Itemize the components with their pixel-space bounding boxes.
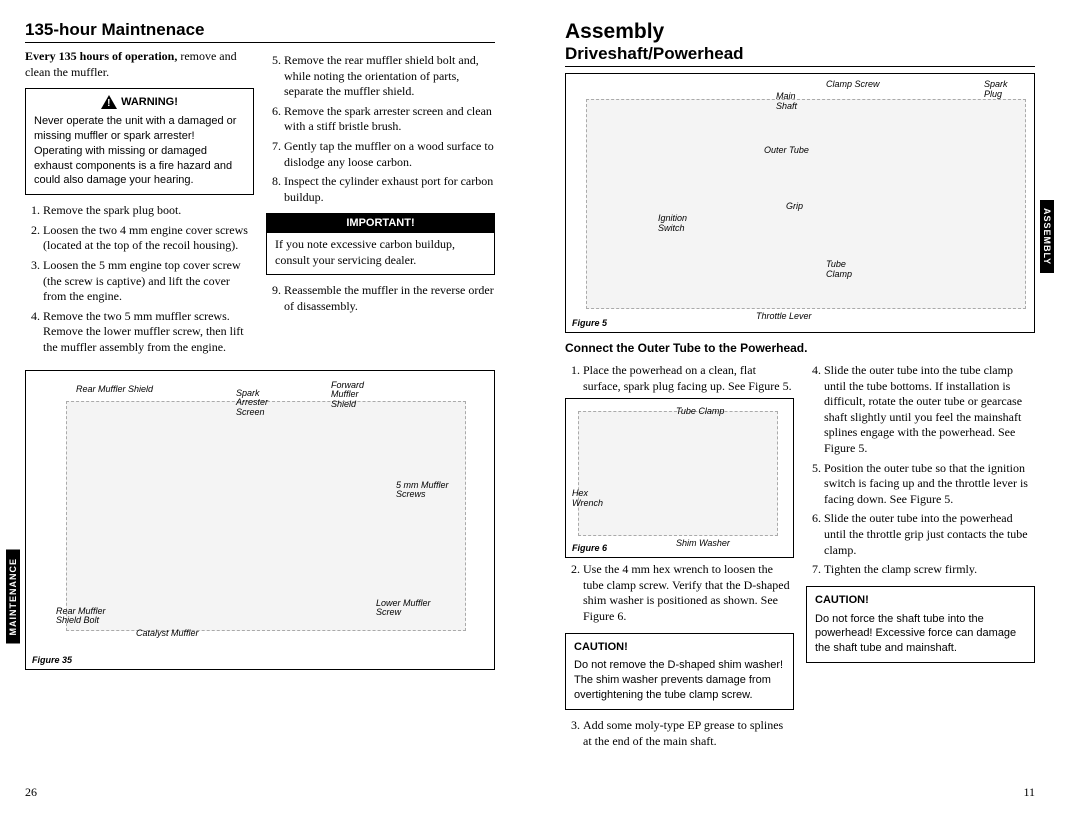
page-num-right: 11 <box>1023 785 1035 800</box>
step-c1: Reassemble the muffler in the reverse or… <box>284 283 495 314</box>
left-col-a: Every 135 hours of operation, remove and… <box>25 49 254 360</box>
fig35-caption: Figure 35 <box>32 655 72 665</box>
caution-right-body: Do not force the shaft tube into the pow… <box>815 612 1026 657</box>
step-a2: Loosen the two 4 mm engine cover screws … <box>43 223 254 254</box>
cstep-r7: Tighten the clamp screw firmly. <box>824 562 1035 578</box>
step-b4: Inspect the cylinder exhaust port for ca… <box>284 174 495 205</box>
intro-bold: Every 135 hours of operation, <box>25 49 177 63</box>
lbl-spark-plug: Spark Plug <box>984 80 1024 100</box>
warning-body: Never operate the unit with a damaged or… <box>34 114 245 188</box>
important-head: IMPORTANT! <box>267 214 494 233</box>
warning-icon <box>101 95 117 109</box>
connect-steps-l2: Use the 4 mm hex wrench to loosen the tu… <box>565 562 794 624</box>
connect-heading: Connect the Outer Tube to the Powerhead. <box>565 341 1035 355</box>
step-b1: Remove the rear muffler shield bolt and,… <box>284 53 495 100</box>
warning-head-text: WARNING! <box>121 96 178 108</box>
step-a1: Remove the spark plug boot. <box>43 203 254 219</box>
lbl-throttle: Throttle Lever <box>756 312 812 322</box>
lbl-catalyst: Catalyst Muffler <box>136 629 199 639</box>
lbl-outer-tube: Outer Tube <box>764 146 809 156</box>
lbl-lower-screw: Lower Muffler Screw <box>376 599 446 619</box>
lbl-spark-screen: Spark Arrester Screen <box>236 389 286 419</box>
caution-right: CAUTION! Do not force the shaft tube int… <box>806 586 1035 663</box>
connect-steps-l1: Place the powerhead on a clean, flat sur… <box>565 363 794 394</box>
lbl-clamp-screw: Clamp Screw <box>826 80 880 90</box>
cstep-l2: Use the 4 mm hex wrench to loosen the tu… <box>583 562 794 624</box>
cstep-l3: Add some moly-type EP grease to splines … <box>583 718 794 749</box>
lbl6-tube-clamp: Tube Clamp <box>676 407 724 417</box>
lbl-tube-clamp: Tube Clamp <box>826 260 866 280</box>
tab-maintenance: MAINTENANCE <box>6 550 20 644</box>
page-num-left: 26 <box>25 785 37 800</box>
lbl6-hex: Hex Wrench <box>572 489 617 509</box>
important-body: If you note excessive carbon buildup, co… <box>275 237 486 268</box>
lbl-rear-bolt: Rear Muffler Shield Bolt <box>56 607 126 627</box>
assembly-title: Assembly <box>565 20 1035 44</box>
caution-left-head: CAUTION! <box>574 640 785 655</box>
lbl-5mm-screws: 5 mm Muffler Screws <box>396 481 466 501</box>
lbl-ignition: Ignition Switch <box>658 214 703 234</box>
step-b2: Remove the spark arrester screen and cle… <box>284 104 495 135</box>
step-a3: Loosen the 5 mm engine top cover screw (… <box>43 258 254 305</box>
lbl-main-shaft: Main Shaft <box>776 92 816 112</box>
steps-b: Remove the rear muffler shield bolt and,… <box>266 53 495 205</box>
lbl-grip: Grip <box>786 202 803 212</box>
connect-col-right: Slide the outer tube into the tube clamp… <box>806 359 1035 753</box>
fig35-diagram <box>66 401 466 631</box>
caution-left-body: Do not remove the D-shaped shim washer! … <box>574 658 785 703</box>
caution-right-head: CAUTION! <box>815 593 1026 608</box>
figure-35: Rear Muffler Shield Spark Arrester Scree… <box>25 370 495 670</box>
intro-line: Every 135 hours of operation, remove and… <box>25 49 254 80</box>
lbl6-shim: Shim Washer <box>676 539 730 549</box>
fig5-diagram <box>586 99 1026 309</box>
page-left: 135-hour Maintnenace Every 135 hours of … <box>0 0 520 810</box>
left-col-b: Remove the rear muffler shield bolt and,… <box>266 49 495 360</box>
cstep-r5: Position the outer tube so that the igni… <box>824 461 1035 508</box>
tab-assembly: ASSEMBLY <box>1040 200 1054 273</box>
connect-steps-l3: Add some moly-type EP grease to splines … <box>565 718 794 749</box>
left-two-col: Every 135 hours of operation, remove and… <box>25 49 495 360</box>
lbl-fwd-shield: Forward Muffler Shield <box>331 381 381 411</box>
fig6-diagram <box>578 411 778 536</box>
driveshaft-title: Driveshaft/Powerhead <box>565 44 1035 67</box>
important-box: IMPORTANT! If you note excessive carbon … <box>266 213 495 275</box>
warning-head: WARNING! <box>34 95 245 110</box>
cstep-r6: Slide the outer tube into the powerhead … <box>824 511 1035 558</box>
step-a4: Remove the two 5 mm muffler screws. Remo… <box>43 309 254 356</box>
connect-two-col: Place the powerhead on a clean, flat sur… <box>565 359 1035 753</box>
cstep-l1: Place the powerhead on a clean, flat sur… <box>583 363 794 394</box>
figure-5: Main Shaft Clamp Screw Spark Plug Outer … <box>565 73 1035 333</box>
warning-box: WARNING! Never operate the unit with a d… <box>25 88 254 195</box>
steps-a: Remove the spark plug boot. Loosen the t… <box>25 203 254 355</box>
cstep-r4: Slide the outer tube into the tube clamp… <box>824 363 1035 457</box>
fig6-caption: Figure 6 <box>572 543 607 553</box>
step-b3: Gently tap the muffler on a wood surface… <box>284 139 495 170</box>
connect-steps-r: Slide the outer tube into the tube clamp… <box>806 363 1035 578</box>
connect-col-left: Place the powerhead on a clean, flat sur… <box>565 359 794 753</box>
lbl-rear-shield: Rear Muffler Shield <box>76 385 153 395</box>
steps-c: Reassemble the muffler in the reverse or… <box>266 283 495 314</box>
caution-left: CAUTION! Do not remove the D-shaped shim… <box>565 633 794 710</box>
figure-6: Tube Clamp Hex Wrench Shim Washer Figure… <box>565 398 794 558</box>
fig5-caption: Figure 5 <box>572 318 607 328</box>
left-title: 135-hour Maintnenace <box>25 20 495 43</box>
page-right: Assembly Driveshaft/Powerhead Main Shaft… <box>540 0 1060 810</box>
